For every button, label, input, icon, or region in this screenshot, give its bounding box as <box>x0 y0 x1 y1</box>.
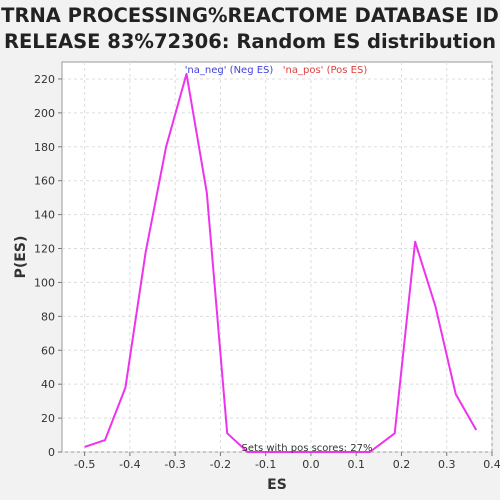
es-distribution-line <box>84 72 478 453</box>
y-tick-label: 100 <box>34 276 55 289</box>
x-tick-label: 0.0 <box>302 458 320 471</box>
y-tick-label: 160 <box>34 175 55 188</box>
x-tick-label: -0.3 <box>164 458 185 471</box>
x-tick-label: -0.5 <box>74 458 95 471</box>
y-tick-label: 120 <box>34 243 55 256</box>
y-tick-label: 140 <box>34 209 55 222</box>
y-tick-label: 60 <box>41 344 55 357</box>
x-tick-label: 0.2 <box>393 458 411 471</box>
legend-entry-neg: 'na_neg' (Neg ES) <box>185 65 274 76</box>
x-tick-label: -0.2 <box>210 458 231 471</box>
x-tick-label: 0.3 <box>438 458 456 471</box>
y-tick-label: 40 <box>41 378 55 391</box>
x-tick-label: 0.4 <box>483 458 500 471</box>
y-axis: 0 20 40 60 80 100 120 140 160 180 200 220 <box>34 73 62 459</box>
x-tick-label: -0.1 <box>255 458 276 471</box>
y-tick-label: 80 <box>41 310 55 323</box>
pos-score-annotation: Sets with pos scores: 27% <box>242 443 373 454</box>
y-tick-label: 200 <box>34 107 55 120</box>
chart-title-line-1: TRNA PROCESSING%REACTOME DATABASE ID <box>1 4 499 27</box>
x-axis-title: ES <box>267 477 287 493</box>
y-axis-title: P(ES) <box>13 236 29 279</box>
plot-area <box>61 61 493 453</box>
y-tick-label: 180 <box>34 141 55 154</box>
y-tick-label: 220 <box>34 73 55 86</box>
legend-entry-pos: 'na_pos' (Pos ES) <box>283 65 368 76</box>
y-tick-label: 20 <box>41 412 55 425</box>
x-axis: -0.5 -0.4 -0.3 -0.2 -0.1 0.0 0.1 0.2 0.3 0.4 <box>74 452 500 471</box>
grid <box>62 62 493 453</box>
y-tick-label: 0 <box>48 446 55 459</box>
x-tick-label: -0.4 <box>119 458 140 471</box>
chart-title-line-2: RELEASE 83%72306: Random ES distribution <box>4 30 496 53</box>
x-tick-label: 0.1 <box>347 458 365 471</box>
series-layer <box>84 72 478 453</box>
